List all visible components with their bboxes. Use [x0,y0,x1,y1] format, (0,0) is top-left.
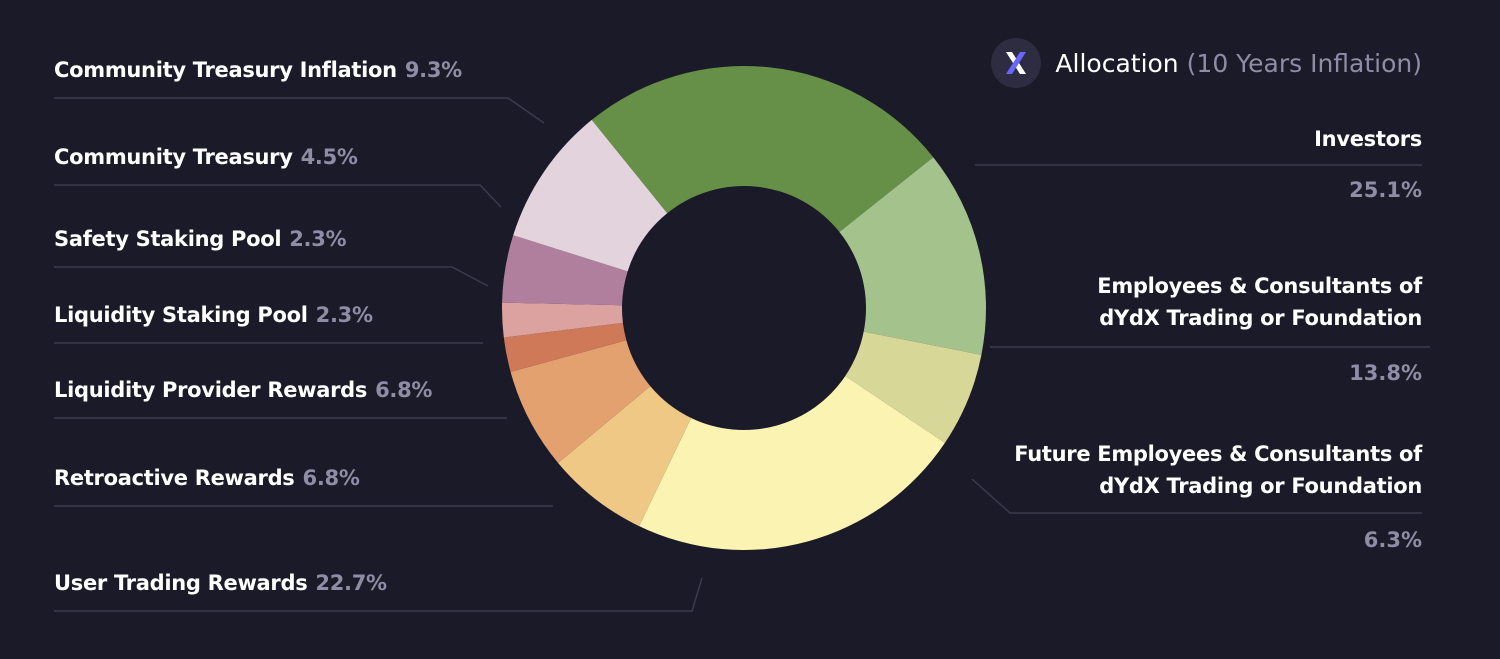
slice-label: Liquidity Staking Pool [54,303,308,327]
percent-employees-consultants: 13.8% [1349,361,1422,385]
slice-label: Community Treasury [54,145,293,169]
percent-future-employees: 6.3% [1363,528,1422,552]
label-investors: Investors [1314,127,1422,151]
percent-investors: 25.1% [1349,178,1422,202]
label-employees-consultants-line2: dYdX Trading or Foundation [1099,306,1422,330]
slice-percent: 2.3% [289,227,347,251]
slice-percent: 9.3% [404,58,462,82]
label-liquidity-provider-rewards: Liquidity Provider Rewards 6.8% [54,374,432,406]
label-community-treasury-inflation: Community Treasury Inflation 9.3% [54,54,462,86]
leader-safety-staking-pool [54,266,489,287]
chart-header: Allocation (10 Years Inflation) [991,38,1422,88]
label-liquidity-staking-pool: Liquidity Staking Pool 2.3% [54,299,373,331]
label-future-employees-line1: Future Employees & Consultants of [1014,442,1422,466]
slice-label: Community Treasury Inflation [54,58,397,82]
slice-label: User Trading Rewards [54,571,308,595]
slice-percent: 4.5% [300,145,358,169]
slice-label: Safety Staking Pool [54,227,282,251]
label-safety-staking-pool: Safety Staking Pool 2.3% [54,223,347,255]
slice-percent: 2.3% [315,303,373,327]
slice-safety-staking-pool [501,302,623,338]
slice-percent: 6.8% [375,378,433,402]
label-community-treasury: Community Treasury 4.5% [54,141,358,173]
chart-subtitle: (10 Years Inflation) [1186,48,1422,78]
label-retroactive-rewards: Retroactive Rewards 6.8% [54,462,360,494]
leader-future-employees [971,478,1422,514]
label-user-trading-rewards: User Trading Rewards 22.7% [54,567,387,599]
slice-retroactive-rewards [558,386,692,527]
slice-percent: 22.7% [315,571,387,595]
slice-investors [591,66,934,232]
leader-community-treasury-inflation [54,97,545,124]
slice-label: Liquidity Provider Rewards [54,378,368,402]
leader-user-trading-rewards [54,577,703,612]
donut-slices [501,66,986,550]
leader-community-treasury [54,184,502,208]
slice-liquidity-staking-pool [503,322,627,372]
leader-lines [54,97,1430,612]
slice-label: Retroactive Rewards [54,466,295,490]
chart-title: Allocation [1055,48,1179,78]
slice-percent: 6.8% [302,466,360,490]
slice-employees-consultants-of-dydx-trading-or-foundation [839,157,986,355]
dydx-logo-icon [991,38,1042,88]
slice-liquidity-provider-rewards [510,340,651,463]
slice-user-trading-rewards [639,376,945,550]
slice-community-treasury [502,235,628,306]
label-employees-consultants-line1: Employees & Consultants of [1097,274,1422,298]
slice-future-employees-consultants-of-dydx-trading-or-foundation [845,331,982,443]
label-future-employees-line2: dYdX Trading or Foundation [1099,474,1422,498]
slice-community-treasury-inflation [513,119,668,272]
